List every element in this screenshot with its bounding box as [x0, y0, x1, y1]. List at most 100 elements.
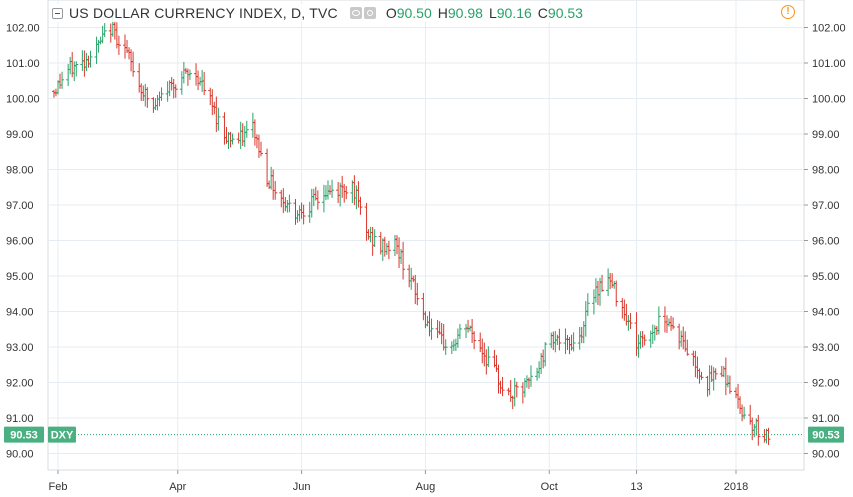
ohlc-bar [372, 229, 377, 248]
ohlc-bar [395, 235, 399, 255]
ohlc-bar [585, 293, 590, 316]
y-tick-label-left: 95.00 [6, 271, 34, 283]
ohlc-bar [624, 303, 629, 326]
price-badge-left: 90.53 [4, 426, 44, 443]
ohlc-values: O90.50 H90.98 L90.16 C90.53 [386, 5, 583, 21]
y-tick-label-right: 93.00 [812, 342, 840, 354]
ohlc-bar [411, 275, 416, 283]
ohlc-bar [626, 314, 631, 331]
ohlc-bar [600, 274, 605, 292]
ohlc-bar [82, 50, 87, 77]
ohlc-bar [496, 364, 501, 394]
ohlc-bar [740, 404, 745, 422]
ohlc-bar [330, 179, 335, 198]
ohlc-bar [543, 342, 548, 367]
y-tick-label-left: 100.00 [6, 94, 40, 106]
ohlc-bar [537, 361, 542, 379]
ohlc-bar [606, 268, 611, 297]
plot-frame [47, 0, 805, 471]
ohlc-bar [524, 375, 529, 388]
ohlc-bar [766, 427, 771, 445]
ohlc-bar [662, 306, 667, 333]
y-tick-label-left: 91.00 [6, 413, 34, 425]
ohlc-bar [238, 121, 243, 150]
ohlc-bar [358, 196, 363, 215]
y-tick-label-left: 96.00 [6, 236, 34, 248]
gear-icon[interactable] [363, 7, 376, 19]
ohlc-bar [84, 52, 89, 72]
ohlc-bar [297, 205, 302, 222]
collapse-legend-button[interactable] [52, 7, 63, 19]
ohlc-bar [342, 184, 347, 203]
ohlc-bar [441, 323, 446, 351]
alert-icon[interactable]: ! [781, 5, 795, 19]
ohlc-bar [691, 350, 696, 366]
ohlc-bar [222, 112, 227, 145]
open-key: O [385, 5, 397, 21]
ohlc-bar [514, 381, 519, 398]
ohlc-bar [116, 35, 121, 55]
ohlc-bar [356, 181, 361, 208]
ohlc-bar [151, 97, 156, 113]
ohlc-bar [336, 182, 341, 204]
ohlc-bar [486, 346, 491, 368]
price-bars [51, 13, 771, 446]
ohlc-bar [309, 188, 314, 218]
ohlc-bar [494, 355, 499, 372]
ohlc-bar [252, 119, 257, 146]
ohlc-bar [642, 334, 647, 346]
ohlc-bar [721, 366, 726, 378]
ohlc-bar [145, 87, 150, 108]
ohlc-bar [240, 123, 245, 147]
ohlc-bar [736, 383, 741, 409]
ohlc-bar [457, 323, 462, 340]
ohlc-bar [242, 126, 247, 147]
ohlc-bar [202, 71, 207, 96]
ohlc-bar [258, 141, 263, 157]
y-tick-label-right: 99.00 [812, 129, 840, 141]
ohlc-bar [652, 325, 657, 341]
eye-icon[interactable] [349, 7, 362, 19]
ohlc-bar [382, 236, 387, 257]
ohlc-bar [366, 229, 371, 240]
ohlc-bar [439, 322, 444, 345]
ohlc-bar [577, 326, 582, 350]
ohlc-bar [328, 185, 333, 195]
ohlc-bar [591, 289, 596, 315]
x-tick-label: Oct [541, 481, 558, 493]
ohlc-bar [520, 382, 525, 404]
ohlc-bar [492, 349, 497, 368]
y-tick-label-left: 99.00 [6, 129, 34, 141]
ohlc-bar [679, 330, 684, 347]
ohlc-bar [669, 315, 674, 331]
ohlc-bar [415, 282, 420, 306]
ohlc-bar [634, 312, 639, 356]
y-tick-label-left: 97.00 [6, 200, 34, 212]
ohlc-bar [325, 180, 330, 200]
x-tick-label: Apr [169, 481, 186, 493]
ohlc-bar [384, 243, 389, 255]
ohlc-bar [66, 63, 71, 87]
ohlc-bar [734, 387, 738, 399]
high-value: 90.98 [447, 5, 483, 21]
ohlc-bar [614, 280, 619, 307]
ohlc-bar [287, 194, 292, 213]
ohlc-bar [427, 311, 432, 337]
y-tick-label-right: 92.00 [812, 378, 840, 390]
ohlc-bar [352, 175, 357, 206]
ohlc-bar [281, 188, 286, 213]
ohlc-bar [244, 120, 249, 138]
ohlc-bar [480, 338, 485, 364]
ohlc-bar [528, 365, 533, 387]
ohlc-bar [273, 180, 278, 200]
ohlc-bar [230, 133, 235, 145]
ohlc-bar [443, 339, 448, 355]
ohlc-bar [179, 71, 184, 95]
ohlc-bar [707, 365, 712, 396]
ohlc-bar [392, 234, 397, 257]
symbol-badge: DXY [48, 426, 76, 443]
x-tick-label: Feb [49, 481, 68, 493]
y-tick-label-right: 98.00 [812, 165, 840, 177]
ohlc-bar [86, 55, 91, 68]
